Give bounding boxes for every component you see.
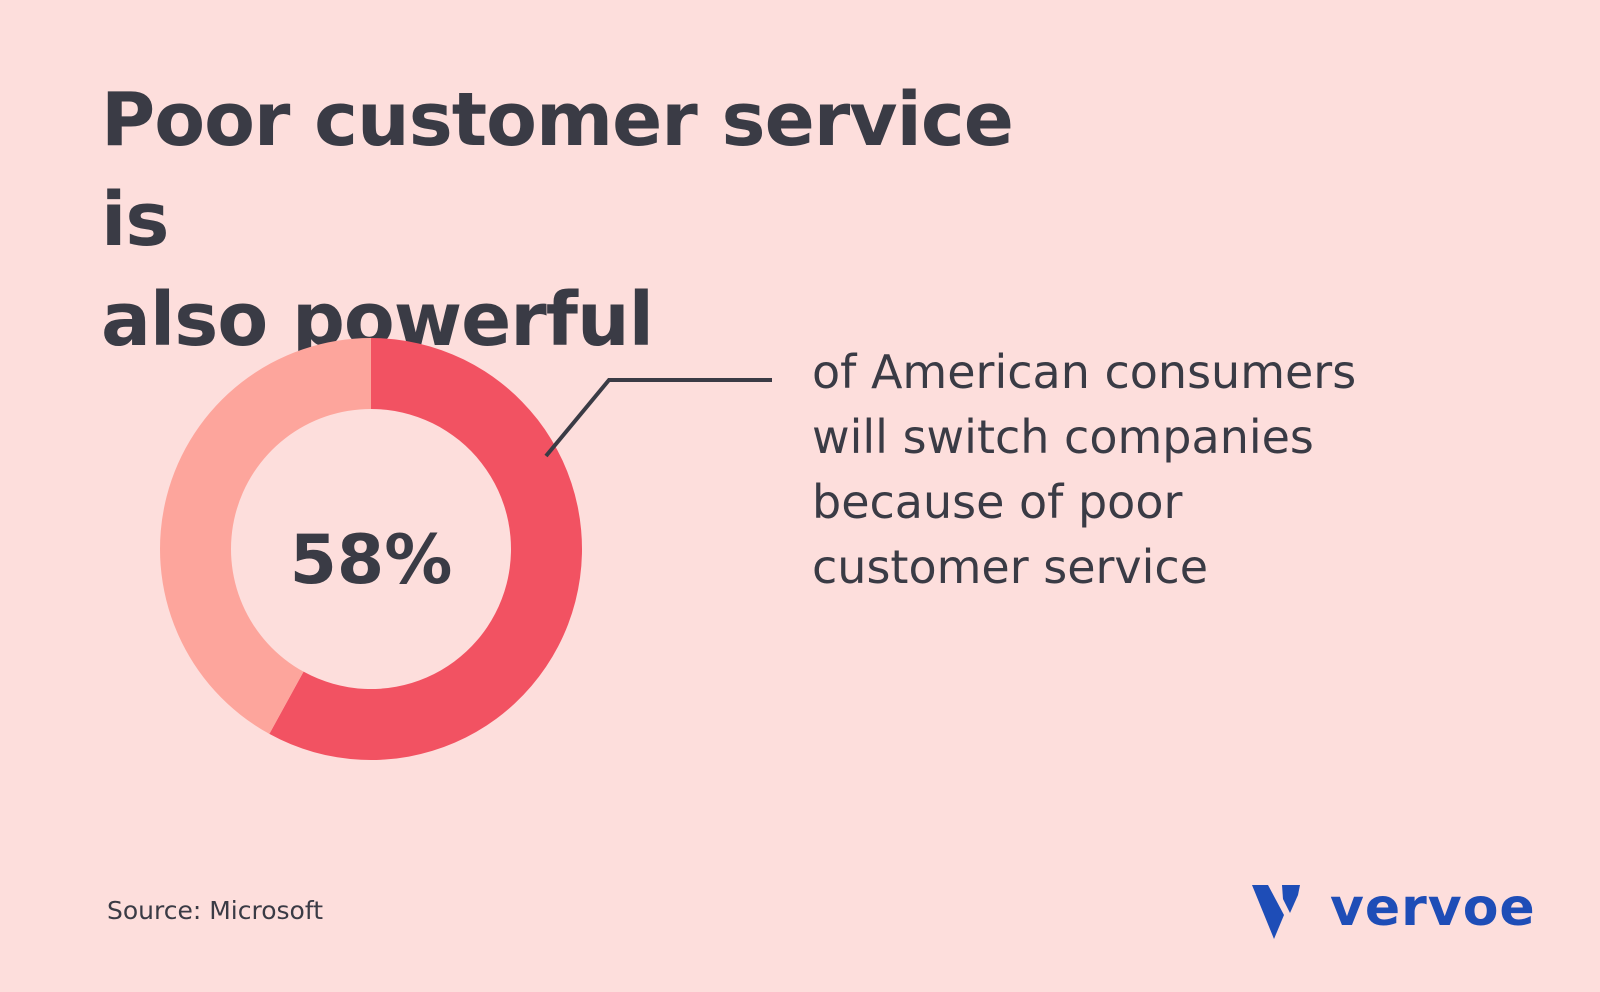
donut-slice-1 <box>269 338 582 760</box>
callout-line <box>544 378 772 458</box>
desc-line-3: because of poor <box>812 475 1183 529</box>
source-credit: Source: Microsoft <box>107 896 324 925</box>
desc-line-2: will switch companies <box>812 410 1314 464</box>
brand-wordmark: vervoe <box>1330 878 1536 938</box>
vervoe-v-logo-icon <box>1252 885 1300 939</box>
donut-slices <box>159 338 582 760</box>
title-line-1: Poor customer service is <box>101 77 1014 263</box>
center-percentage-label: 58% <box>290 521 453 600</box>
donut-slice-2 <box>159 338 371 734</box>
stat-description: of American consumers will switch compan… <box>812 340 1356 600</box>
page-title: Poor customer service is also powerful <box>101 70 1101 370</box>
desc-line-4: customer service <box>812 540 1209 594</box>
desc-line-1: of American consumers <box>812 345 1357 399</box>
